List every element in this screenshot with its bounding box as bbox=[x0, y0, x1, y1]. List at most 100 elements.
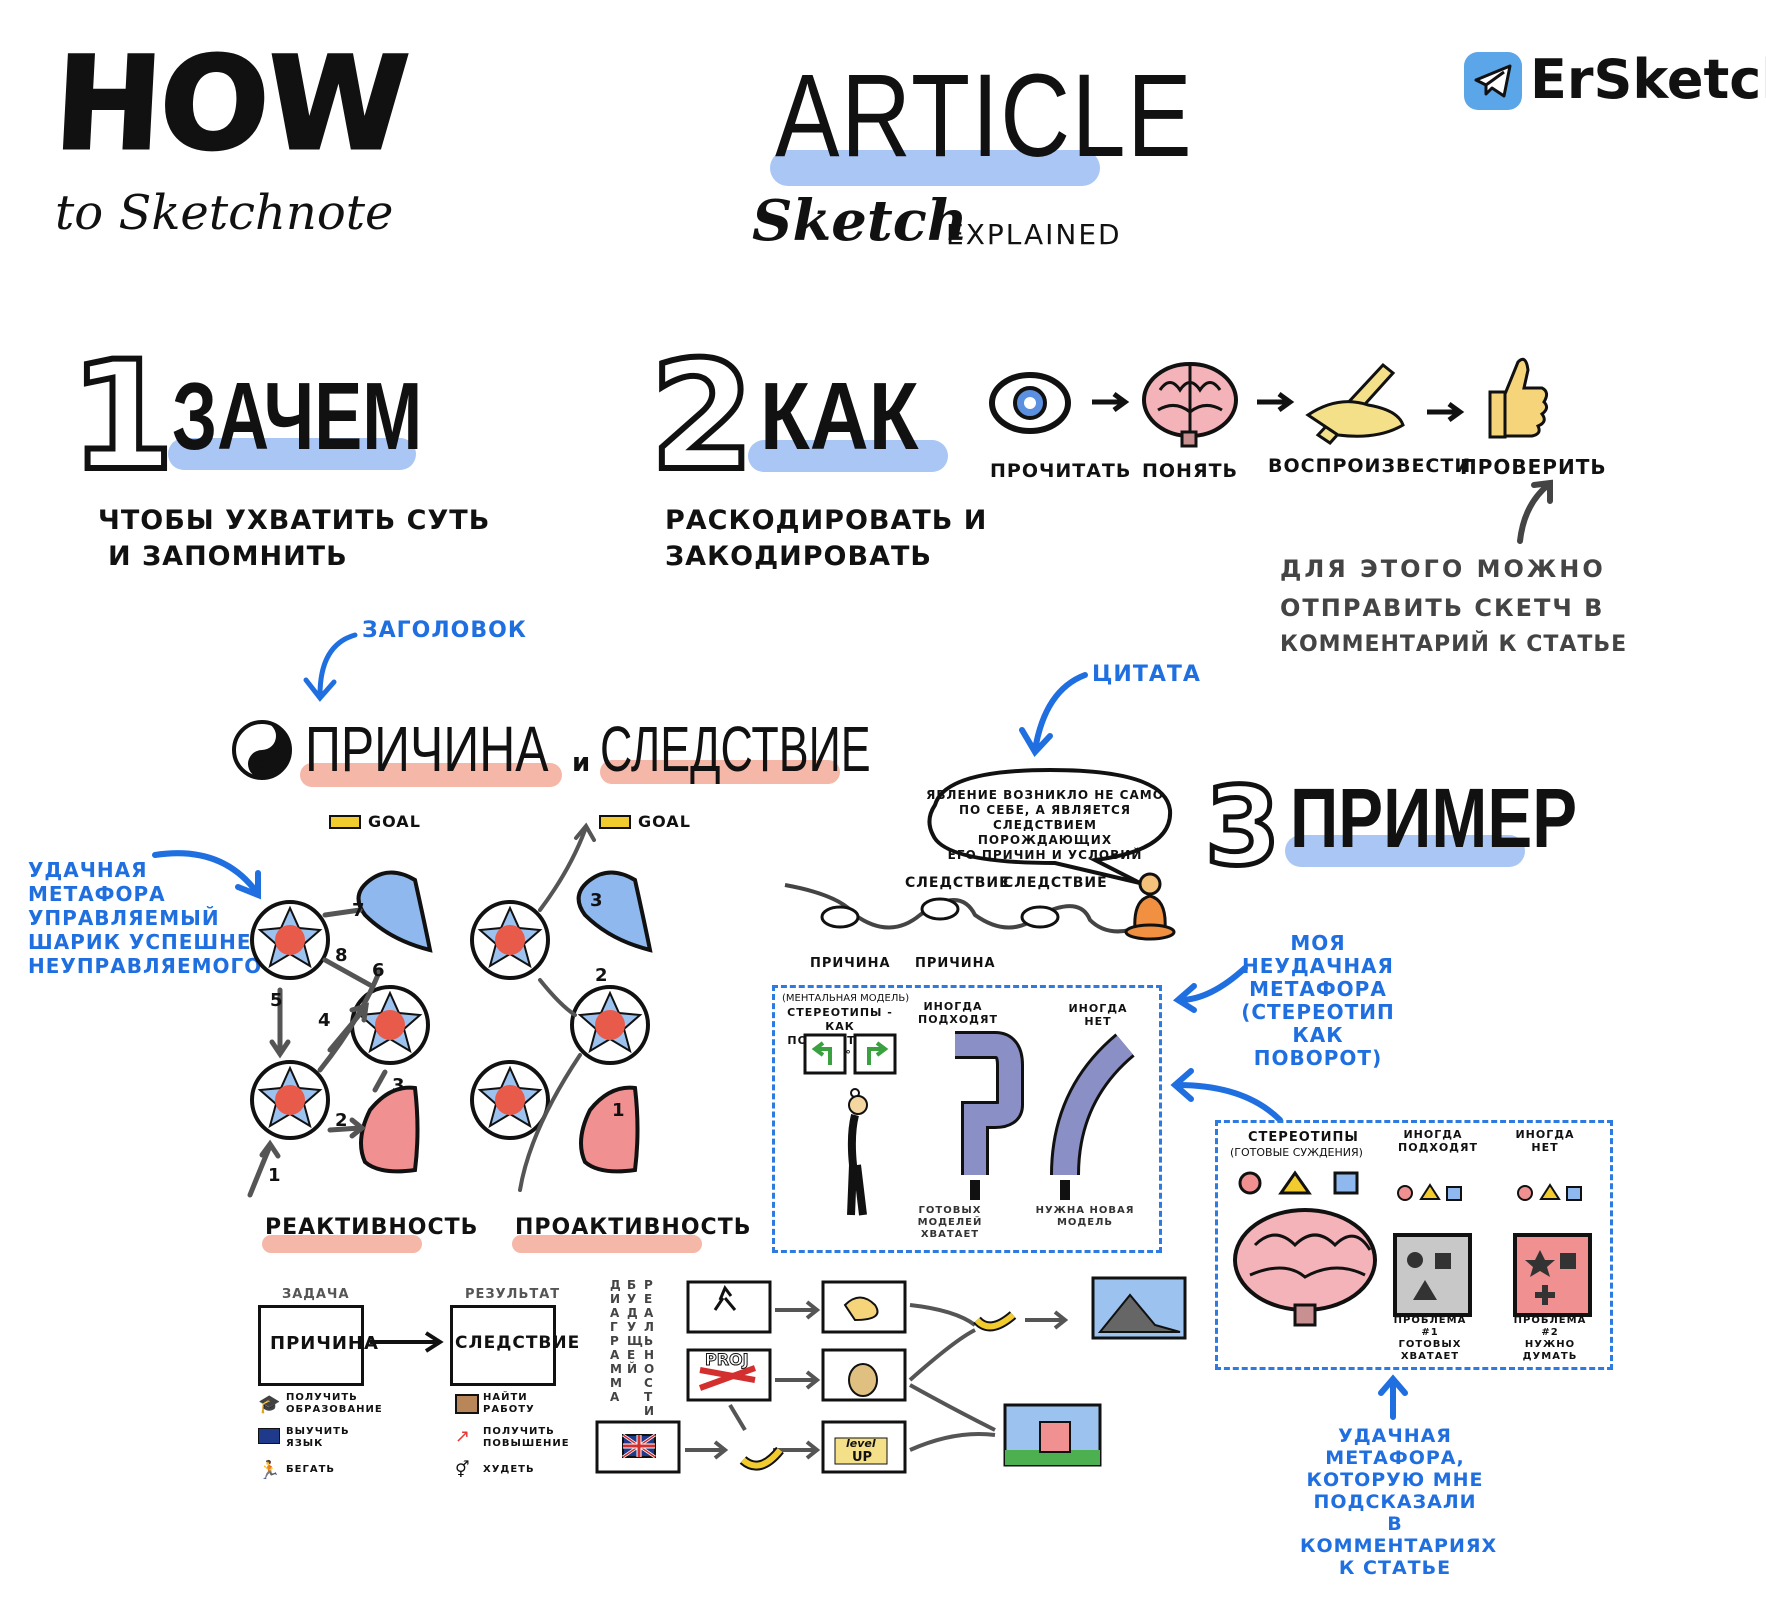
result-label: РЕЗУЛЬТАТ bbox=[465, 1287, 561, 1302]
brain-boxes-drawing bbox=[1233, 1170, 1592, 1327]
telegram-icon bbox=[1464, 52, 1522, 110]
chain-effect-2: СЛЕДСТВИЕ bbox=[1003, 875, 1108, 891]
arrow-icon bbox=[370, 1331, 444, 1353]
proactive-num-3: 3 bbox=[590, 890, 604, 911]
explained-word: EXPLAINED bbox=[946, 218, 1122, 251]
uk-flag-icon bbox=[258, 1428, 280, 1444]
vertical-label-diagram: ДИАГРАММА bbox=[610, 1278, 622, 1404]
chain-effect-1: СЛЕДСТВИЕ bbox=[905, 875, 1010, 891]
effect-highlight bbox=[600, 760, 840, 784]
writing-hand-icon bbox=[1305, 362, 1405, 445]
reactive-num-8: 8 bbox=[335, 945, 349, 966]
reactive-num-3: 3 bbox=[392, 1075, 406, 1096]
new-model-needed: НУЖНА НОВАЯ МОДЕЛЬ bbox=[1035, 1205, 1135, 1228]
future-reality-diagram bbox=[595, 1276, 1187, 1474]
section1-title: ЗАЧЕМ bbox=[172, 363, 423, 470]
goal-left: GOAL bbox=[368, 812, 421, 831]
section2-line1: РАСКОДИРОВАТЬ И bbox=[665, 505, 988, 536]
section2-title: КАК bbox=[760, 363, 919, 470]
cause-box-label: ПРИЧИНА bbox=[270, 1333, 379, 1354]
title-and: и bbox=[572, 748, 591, 778]
reactive-num-2: 2 bbox=[335, 1110, 349, 1131]
good-sometimes-not: ИНОГДА НЕТ bbox=[1515, 1128, 1575, 1154]
good-box-judgements: (ГОТОВЫЕ СУЖДЕНИЯ) bbox=[1230, 1146, 1363, 1159]
section1-line1: ЧТОБЫ УХВАТИТЬ СУТЬ bbox=[98, 505, 491, 536]
gold-bar-icon bbox=[329, 815, 361, 829]
good-box-stereotypes: СТЕРЕОТИПЫ bbox=[1248, 1130, 1359, 1145]
title-cause: ПРИЧИНА bbox=[305, 713, 549, 785]
enough-models: ГОТОВЫХ МОДЕЛЕЙ ХВАТАЕТ bbox=[917, 1205, 983, 1240]
runner-icon: 🏃 bbox=[258, 1460, 281, 1481]
speech-bubble bbox=[927, 767, 1173, 885]
reactive-label: РЕАКТИВНОСТЬ bbox=[265, 1215, 479, 1240]
to-sketchnote-subtitle: to Sketchnote bbox=[55, 185, 394, 241]
article-highlight bbox=[770, 150, 1100, 186]
good-sometimes-fit: ИНОГДА ПОДХОДЯТ bbox=[1398, 1128, 1478, 1154]
people-icon: ⚥ bbox=[455, 1460, 470, 1479]
check-note-line1: ДЛЯ ЭТОГО МОЖНО bbox=[1280, 555, 1606, 583]
proactive-label: ПРОАКТИВНОСТЬ bbox=[515, 1215, 752, 1240]
quote-label: ЦИТАТА bbox=[1092, 662, 1201, 687]
how-title: HOW bbox=[50, 29, 412, 181]
reactive-proactive-diagram bbox=[247, 815, 653, 1198]
up-arrow-icon bbox=[1378, 1374, 1408, 1420]
arrow-icon bbox=[1172, 965, 1248, 1013]
goal-right: GOAL bbox=[638, 812, 691, 831]
road-turns-drawing bbox=[803, 1031, 1135, 1216]
gold-bar-icon bbox=[599, 815, 631, 829]
problem1: ПРОБЛЕМА #1 ГОТОВЫХ ХВАТАЕТ bbox=[1393, 1315, 1467, 1362]
reactive-highlight bbox=[262, 1235, 422, 1253]
chain-cause-1: ПРИЧИНА bbox=[810, 956, 891, 971]
quote-text: ЯВЛЕНИЕ ВОЗНИКЛО НЕ САМО ПО СЕБЕ, А ЯВЛЯ… bbox=[926, 788, 1164, 862]
level-label: level bbox=[846, 1437, 876, 1450]
graduation-cap-icon: 🎓 bbox=[258, 1394, 281, 1415]
cause-box bbox=[258, 1305, 364, 1386]
section2-line2: ЗАКОДИРОВАТЬ bbox=[665, 541, 932, 572]
section2-highlight bbox=[748, 440, 948, 472]
reactive-num-1: 1 bbox=[268, 1165, 282, 1186]
good-metaphor-comment-note: УДАЧНАЯ МЕТАФОРА, КОТОРУЮ МНЕ ПОДСКАЗАЛИ… bbox=[1300, 1425, 1498, 1579]
step-check: ПРОВЕРИТЬ bbox=[1460, 455, 1607, 479]
arrow-icon bbox=[1170, 1068, 1283, 1123]
meditating-person-icon bbox=[1124, 872, 1176, 941]
reactive-num-7: 7 bbox=[352, 900, 366, 921]
good-metaphor-box bbox=[1215, 1120, 1613, 1370]
article-title: ARTICLE bbox=[775, 50, 1194, 182]
thumbs-up-icon bbox=[1488, 357, 1549, 439]
check-note-line2: ОТПРАВИТЬ СКЕТЧ В bbox=[1280, 594, 1605, 622]
effect-box-label: СЛЕДСТВИЕ bbox=[455, 1333, 581, 1353]
step-read: ПРОЧИТАТЬ bbox=[990, 460, 1132, 482]
arrow-icon bbox=[1427, 401, 1465, 423]
title-effect: СЛЕДСТВИЕ bbox=[600, 713, 871, 785]
section1-number: 1 bbox=[67, 327, 177, 507]
effect-box bbox=[450, 1305, 556, 1386]
section2-number: 2 bbox=[647, 327, 757, 507]
up-label: UP bbox=[852, 1450, 873, 1465]
arrow-icon bbox=[1092, 391, 1130, 413]
reactive-num-4: 4 bbox=[318, 1010, 332, 1031]
briefcase-icon bbox=[455, 1394, 479, 1414]
problem2: ПРОБЛЕМА #2 НУЖНО ДУМАТЬ bbox=[1513, 1315, 1587, 1362]
mental-model-label: (МЕНТАЛЬНАЯ МОДЕЛЬ) bbox=[782, 993, 910, 1004]
section3-number: 3 bbox=[1202, 763, 1282, 893]
bad-metaphor-note: МОЯ НЕУДАЧНАЯ МЕТАФОРА (СТЕРЕОТИП КАК ПО… bbox=[1241, 931, 1395, 1070]
proactive-num-1: 1 bbox=[612, 1100, 626, 1121]
section1-highlight bbox=[168, 438, 416, 470]
section3-title: ПРИМЕР bbox=[1290, 771, 1578, 865]
arrow-up-right-icon: ↗ bbox=[455, 1426, 471, 1447]
section1-line2: И ЗАПОМНИТЬ bbox=[108, 541, 348, 572]
brain-icon bbox=[1142, 362, 1238, 448]
step-reproduce: ВОСПРОИЗВЕСТИ bbox=[1268, 455, 1472, 477]
reactive-num-6: 6 bbox=[372, 960, 386, 981]
bad-sometimes-fit: ИНОГДА ПОДХОДЯТ bbox=[918, 1000, 998, 1026]
cause-highlight bbox=[300, 763, 562, 787]
reactive-num-5: 5 bbox=[270, 990, 284, 1011]
up-arrow-icon bbox=[1517, 479, 1553, 544]
yin-yang-icon bbox=[232, 720, 292, 780]
bad-sometimes-not: ИНОГДА НЕТ bbox=[1068, 1002, 1128, 1028]
arrow-icon bbox=[1019, 672, 1088, 757]
cause-effect-chain bbox=[784, 883, 1152, 937]
metaphor-good-note: УДАЧНАЯ МЕТАФОРА УПРАВЛЯЕМЫЙ ШАРИК УСПЕШ… bbox=[28, 858, 267, 978]
step-understand: ПОНЯТЬ bbox=[1142, 460, 1239, 482]
bad-metaphor-box bbox=[772, 985, 1162, 1253]
